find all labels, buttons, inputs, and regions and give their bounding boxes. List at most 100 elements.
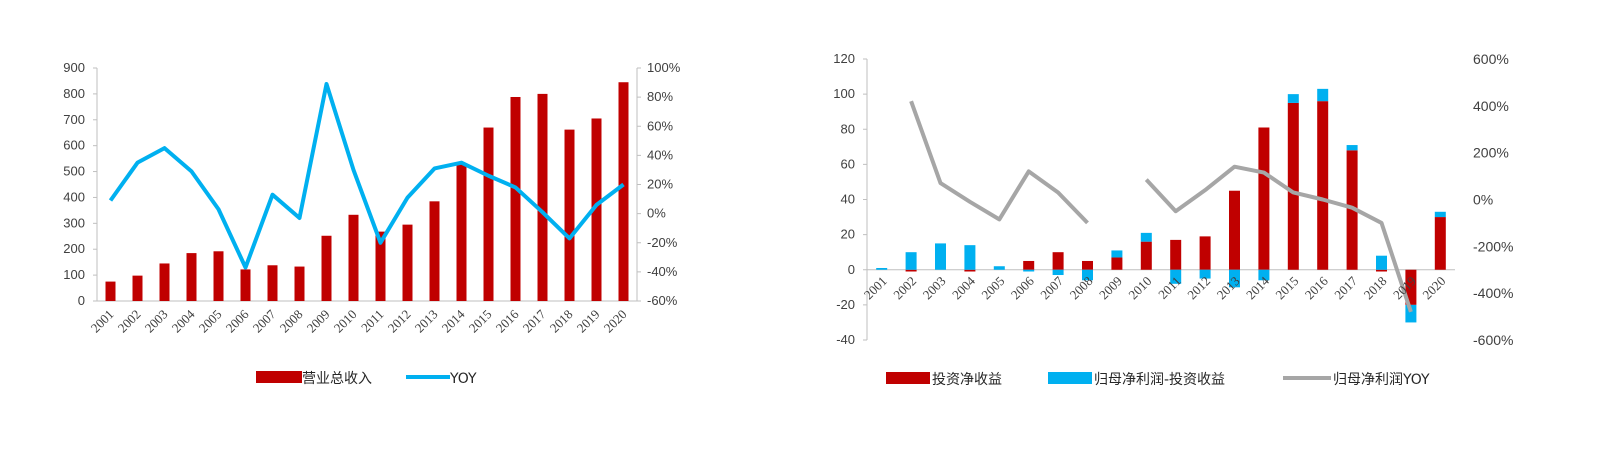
x-tick-label: 2001 xyxy=(88,307,117,336)
x-tick-label: 2008 xyxy=(277,307,306,336)
bar-revenue xyxy=(483,127,494,302)
y-tick-label: 80 xyxy=(841,121,855,136)
line-yoy xyxy=(108,82,625,270)
x-tick-label: 2010 xyxy=(331,307,360,336)
bar-net-profit-minus-investment xyxy=(964,245,976,270)
legend-swatch-investment-income xyxy=(886,372,930,384)
legend-label-yoy: YOY xyxy=(449,371,477,387)
y2-tick-label: -600% xyxy=(1473,332,1513,348)
y2-tick-label: 20% xyxy=(647,177,673,192)
y-tick-label: 60 xyxy=(841,156,855,171)
x-tick-label: 2019 xyxy=(574,307,603,336)
bar-investment-income xyxy=(1111,257,1123,270)
y2-tick-label: 40% xyxy=(647,147,673,162)
chart-right: -40 -20 0 20 40 60 80 100 120 -600% -400% -200% 0% 20… xyxy=(833,51,1513,388)
legend-swatch-net-profit-minus-investment xyxy=(1048,372,1092,384)
y2-tick-label: 600% xyxy=(1473,51,1509,67)
bar-investment-income xyxy=(1140,241,1152,270)
bar-net-profit-minus-investment xyxy=(1199,269,1211,279)
bar-net-profit-minus-investment xyxy=(1346,145,1358,151)
bar-investment-income xyxy=(1052,252,1064,270)
x-tick-label: 2017 xyxy=(1331,273,1360,302)
y-tick-label: 600 xyxy=(63,138,85,153)
bar-revenue xyxy=(510,96,521,302)
bar-revenue xyxy=(456,163,467,301)
bar-net-profit-minus-investment xyxy=(1082,269,1093,281)
bar-investment-income xyxy=(1023,260,1035,270)
bar-net-profit-minus-investment xyxy=(876,267,888,270)
bar-net-profit-minus-investment xyxy=(1434,211,1446,218)
bar-net-profit-minus-investment xyxy=(1052,269,1064,276)
y-tick-label: 800 xyxy=(63,86,85,101)
legend-label-net-profit-minus-investment: 归母净利润-投资收益 xyxy=(1094,371,1225,388)
bar-net-profit-minus-investment xyxy=(935,243,946,270)
x-tick-label: 2009 xyxy=(304,307,333,336)
bar-net-profit-minus-investment xyxy=(1140,232,1152,242)
bar-revenue xyxy=(159,263,170,301)
x-tick-label: 2004 xyxy=(169,306,198,335)
bar-revenue xyxy=(618,82,629,301)
x-tick-label: 2020 xyxy=(1419,273,1448,302)
y-tick-label: 900 xyxy=(63,60,85,75)
bar-investment-income xyxy=(1346,150,1358,270)
y-tick-label: 120 xyxy=(833,51,855,66)
bar-revenue xyxy=(213,251,224,301)
bar-investment-income xyxy=(1258,127,1270,270)
bar-revenue xyxy=(294,266,305,301)
bar-revenue xyxy=(186,253,197,301)
x-tick-label: 2015 xyxy=(466,307,495,336)
x-tick-label: 2014 xyxy=(439,306,468,335)
bar-net-profit-minus-investment xyxy=(1229,269,1240,288)
bar-net-profit-minus-investment xyxy=(1287,94,1299,103)
bar-investment-income xyxy=(905,269,917,272)
x-tick-label: 2007 xyxy=(1037,273,1066,302)
bar-net-profit-minus-investment xyxy=(1405,304,1417,323)
bar-net-profit-minus-investment xyxy=(1170,269,1182,284)
bar-investment-income xyxy=(1376,269,1387,272)
bar-investment-income xyxy=(1199,236,1211,270)
bar-investment-income xyxy=(1229,190,1240,270)
x-tick-label: 2017 xyxy=(520,306,549,335)
bar-net-profit-minus-investment xyxy=(1317,88,1329,102)
x-tick-label: 2018 xyxy=(547,307,576,336)
bar-investment-income xyxy=(1434,217,1446,270)
bar-net-profit-minus-investment xyxy=(993,266,1005,270)
legend-label-revenue: 营业总收入 xyxy=(302,371,372,387)
bar-investment-income xyxy=(1405,269,1417,305)
bar-investment-income xyxy=(1170,239,1182,270)
y-tick-label: 20 xyxy=(841,227,855,242)
x-tick-label: 2020 xyxy=(601,307,630,336)
y2-tick-label: -60% xyxy=(647,293,678,308)
bar-net-profit-minus-investment xyxy=(1376,255,1387,270)
y2-tick-label: 100% xyxy=(647,60,681,75)
bar-revenue xyxy=(537,93,548,301)
x-tick-label: 2005 xyxy=(196,307,225,336)
y-tick-label: 0 xyxy=(848,262,855,277)
y-tick-label: 700 xyxy=(63,112,85,127)
x-tick-label: 2006 xyxy=(1008,273,1037,302)
bar-net-profit-minus-investment xyxy=(1111,250,1123,258)
x-tick-label: 2007 xyxy=(250,306,279,335)
x-tick-label: 2011 xyxy=(358,307,387,336)
bar-revenue xyxy=(105,281,116,301)
y-tick-label: 200 xyxy=(63,241,85,256)
y2-tick-label: 400% xyxy=(1473,98,1509,114)
y-tick-label: 40 xyxy=(841,192,855,207)
bar-revenue xyxy=(402,224,413,301)
x-tick-label: 2002 xyxy=(115,307,144,336)
bar-revenue xyxy=(591,118,602,301)
bar-investment-income xyxy=(1287,102,1299,270)
legend-swatch-revenue xyxy=(256,371,302,383)
x-tick-label: 2013 xyxy=(412,307,441,336)
y-tick-label: 300 xyxy=(63,215,85,230)
chart-left: 0 100 200 300 400 500 600 700 800 900 -60% -40% -20%… xyxy=(63,60,680,387)
x-tick-label: 2003 xyxy=(142,307,171,336)
bar-net-profit-minus-investment xyxy=(1023,269,1035,272)
bar-investment-income xyxy=(964,269,976,272)
line-net-profit-yoy xyxy=(1144,164,1413,313)
legend-label-investment-income: 投资净收益 xyxy=(932,372,1002,388)
line-net-profit-yoy xyxy=(909,100,1089,225)
y-tick-label: 400 xyxy=(63,189,85,204)
x-tick-label: 2002 xyxy=(890,273,919,302)
